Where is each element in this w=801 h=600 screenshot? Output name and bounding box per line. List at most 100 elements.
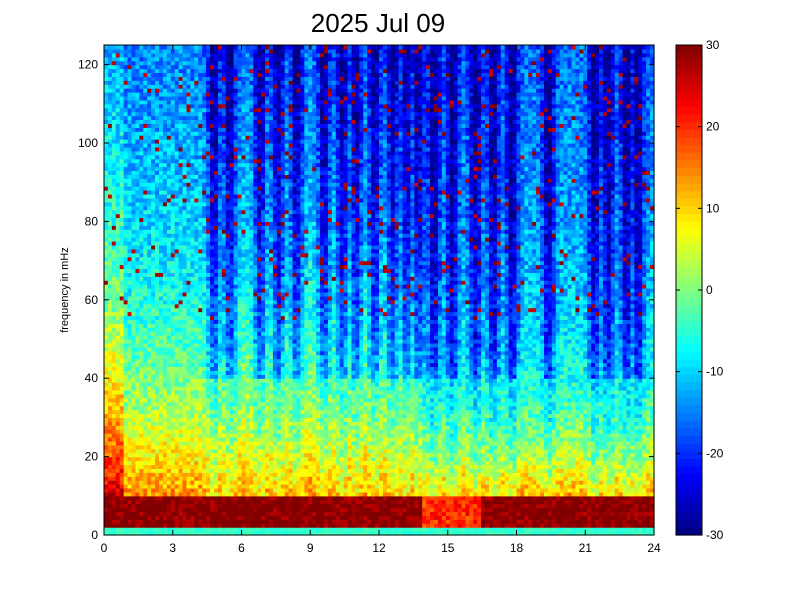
heatmap-cell [249, 241, 254, 246]
heatmap-cell [155, 370, 160, 375]
heatmap-cell [170, 448, 176, 454]
heatmap-cell [190, 487, 195, 493]
heatmap-cell [194, 193, 199, 199]
heatmap-cell [214, 531, 219, 536]
heatmap-cell [206, 354, 211, 360]
heatmap-cell [174, 217, 180, 222]
heatmap-cell [119, 217, 125, 222]
heatmap-cell [119, 531, 125, 536]
heatmap-cell [143, 393, 148, 399]
heatmap-cell [182, 88, 188, 93]
heatmap-cell [151, 252, 156, 258]
heatmap-cell [202, 229, 207, 234]
heatmap-cell [107, 503, 113, 509]
heatmap-cell [135, 429, 140, 434]
heatmap-cell [249, 507, 254, 513]
heatmap-cell [190, 111, 195, 117]
heatmap-cell [131, 276, 137, 281]
heatmap-cell [104, 95, 109, 101]
heatmap-cell [182, 448, 188, 454]
heatmap-cell [257, 111, 262, 117]
heatmap-cell [115, 362, 121, 368]
heatmap-cell [257, 354, 262, 360]
heatmap-cell [159, 52, 164, 58]
heatmap-cell [104, 280, 109, 285]
heatmap-cell [257, 484, 262, 489]
heatmap-cell [202, 201, 207, 207]
heatmap-cell [233, 464, 239, 469]
heatmap-cell [139, 182, 144, 187]
heatmap-cell [131, 288, 137, 293]
heatmap-cell [233, 268, 239, 273]
heatmap-cell [229, 444, 235, 450]
heatmap-cell [229, 374, 235, 379]
heatmap-cell [147, 248, 152, 254]
heatmap-cell [131, 507, 137, 513]
heatmap-cell [202, 276, 207, 281]
heatmap-cell [229, 131, 235, 136]
heatmap-cell [107, 389, 113, 395]
heatmap-cell [104, 378, 109, 383]
heatmap-cell [241, 409, 247, 415]
heatmap-cell [229, 193, 235, 199]
heatmap-cell [162, 158, 168, 164]
heatmap-cell [257, 523, 262, 528]
heatmap-cell [198, 472, 203, 477]
heatmap-cell [127, 464, 133, 469]
heatmap-cell [131, 487, 137, 493]
heatmap-cell [245, 45, 250, 50]
heatmap-cell [237, 366, 243, 371]
heatmap-cell [147, 346, 152, 352]
heatmap-cell [143, 248, 148, 254]
heatmap-cell [139, 401, 144, 407]
heatmap-cell [147, 472, 152, 477]
heatmap-cell [119, 480, 125, 485]
heatmap-cell [210, 327, 215, 332]
heatmap-cell [229, 111, 235, 117]
heatmap-cell [135, 339, 140, 344]
heatmap-cell [174, 64, 180, 70]
heatmap-cell [111, 327, 117, 332]
heatmap-cell [253, 452, 258, 458]
heatmap-cell [155, 342, 160, 348]
heatmap-cell [190, 166, 195, 172]
heatmap-cell [162, 319, 168, 324]
heatmap-cell [182, 327, 188, 332]
heatmap-cell [107, 225, 113, 230]
heatmap-cell [194, 99, 199, 105]
heatmap-cell [182, 217, 188, 222]
heatmap-cell [225, 362, 231, 368]
heatmap-cell [135, 52, 140, 58]
heatmap-cell [135, 499, 140, 505]
heatmap-cell [115, 370, 121, 375]
heatmap-cell [127, 95, 133, 101]
heatmap-cell [249, 464, 254, 469]
heatmap-cell [249, 413, 254, 418]
heatmap-cell [119, 209, 125, 215]
heatmap-cell [131, 56, 137, 62]
heatmap-cell [147, 229, 152, 234]
heatmap-cell [131, 241, 137, 246]
heatmap-cell [162, 48, 168, 54]
heatmap-cell [214, 56, 219, 62]
heatmap-cell [178, 448, 184, 454]
heatmap-cell [229, 339, 235, 344]
heatmap-cell [194, 244, 199, 250]
heatmap-cell [166, 397, 172, 403]
heatmap-cell [178, 284, 184, 289]
heatmap-cell [249, 229, 254, 234]
heatmap-cell [221, 95, 227, 101]
heatmap-cell [194, 295, 199, 301]
heatmap-cell [190, 303, 195, 309]
heatmap-cell [139, 511, 144, 516]
heatmap-cell [210, 386, 215, 391]
heatmap-cell [115, 495, 121, 501]
heatmap-cell [225, 472, 231, 477]
heatmap-cell [241, 315, 247, 320]
heatmap-cell [174, 107, 180, 113]
heatmap-cell [233, 433, 239, 438]
heatmap-cell [147, 378, 152, 383]
heatmap-cell [194, 68, 199, 74]
heatmap-cell [253, 193, 258, 199]
